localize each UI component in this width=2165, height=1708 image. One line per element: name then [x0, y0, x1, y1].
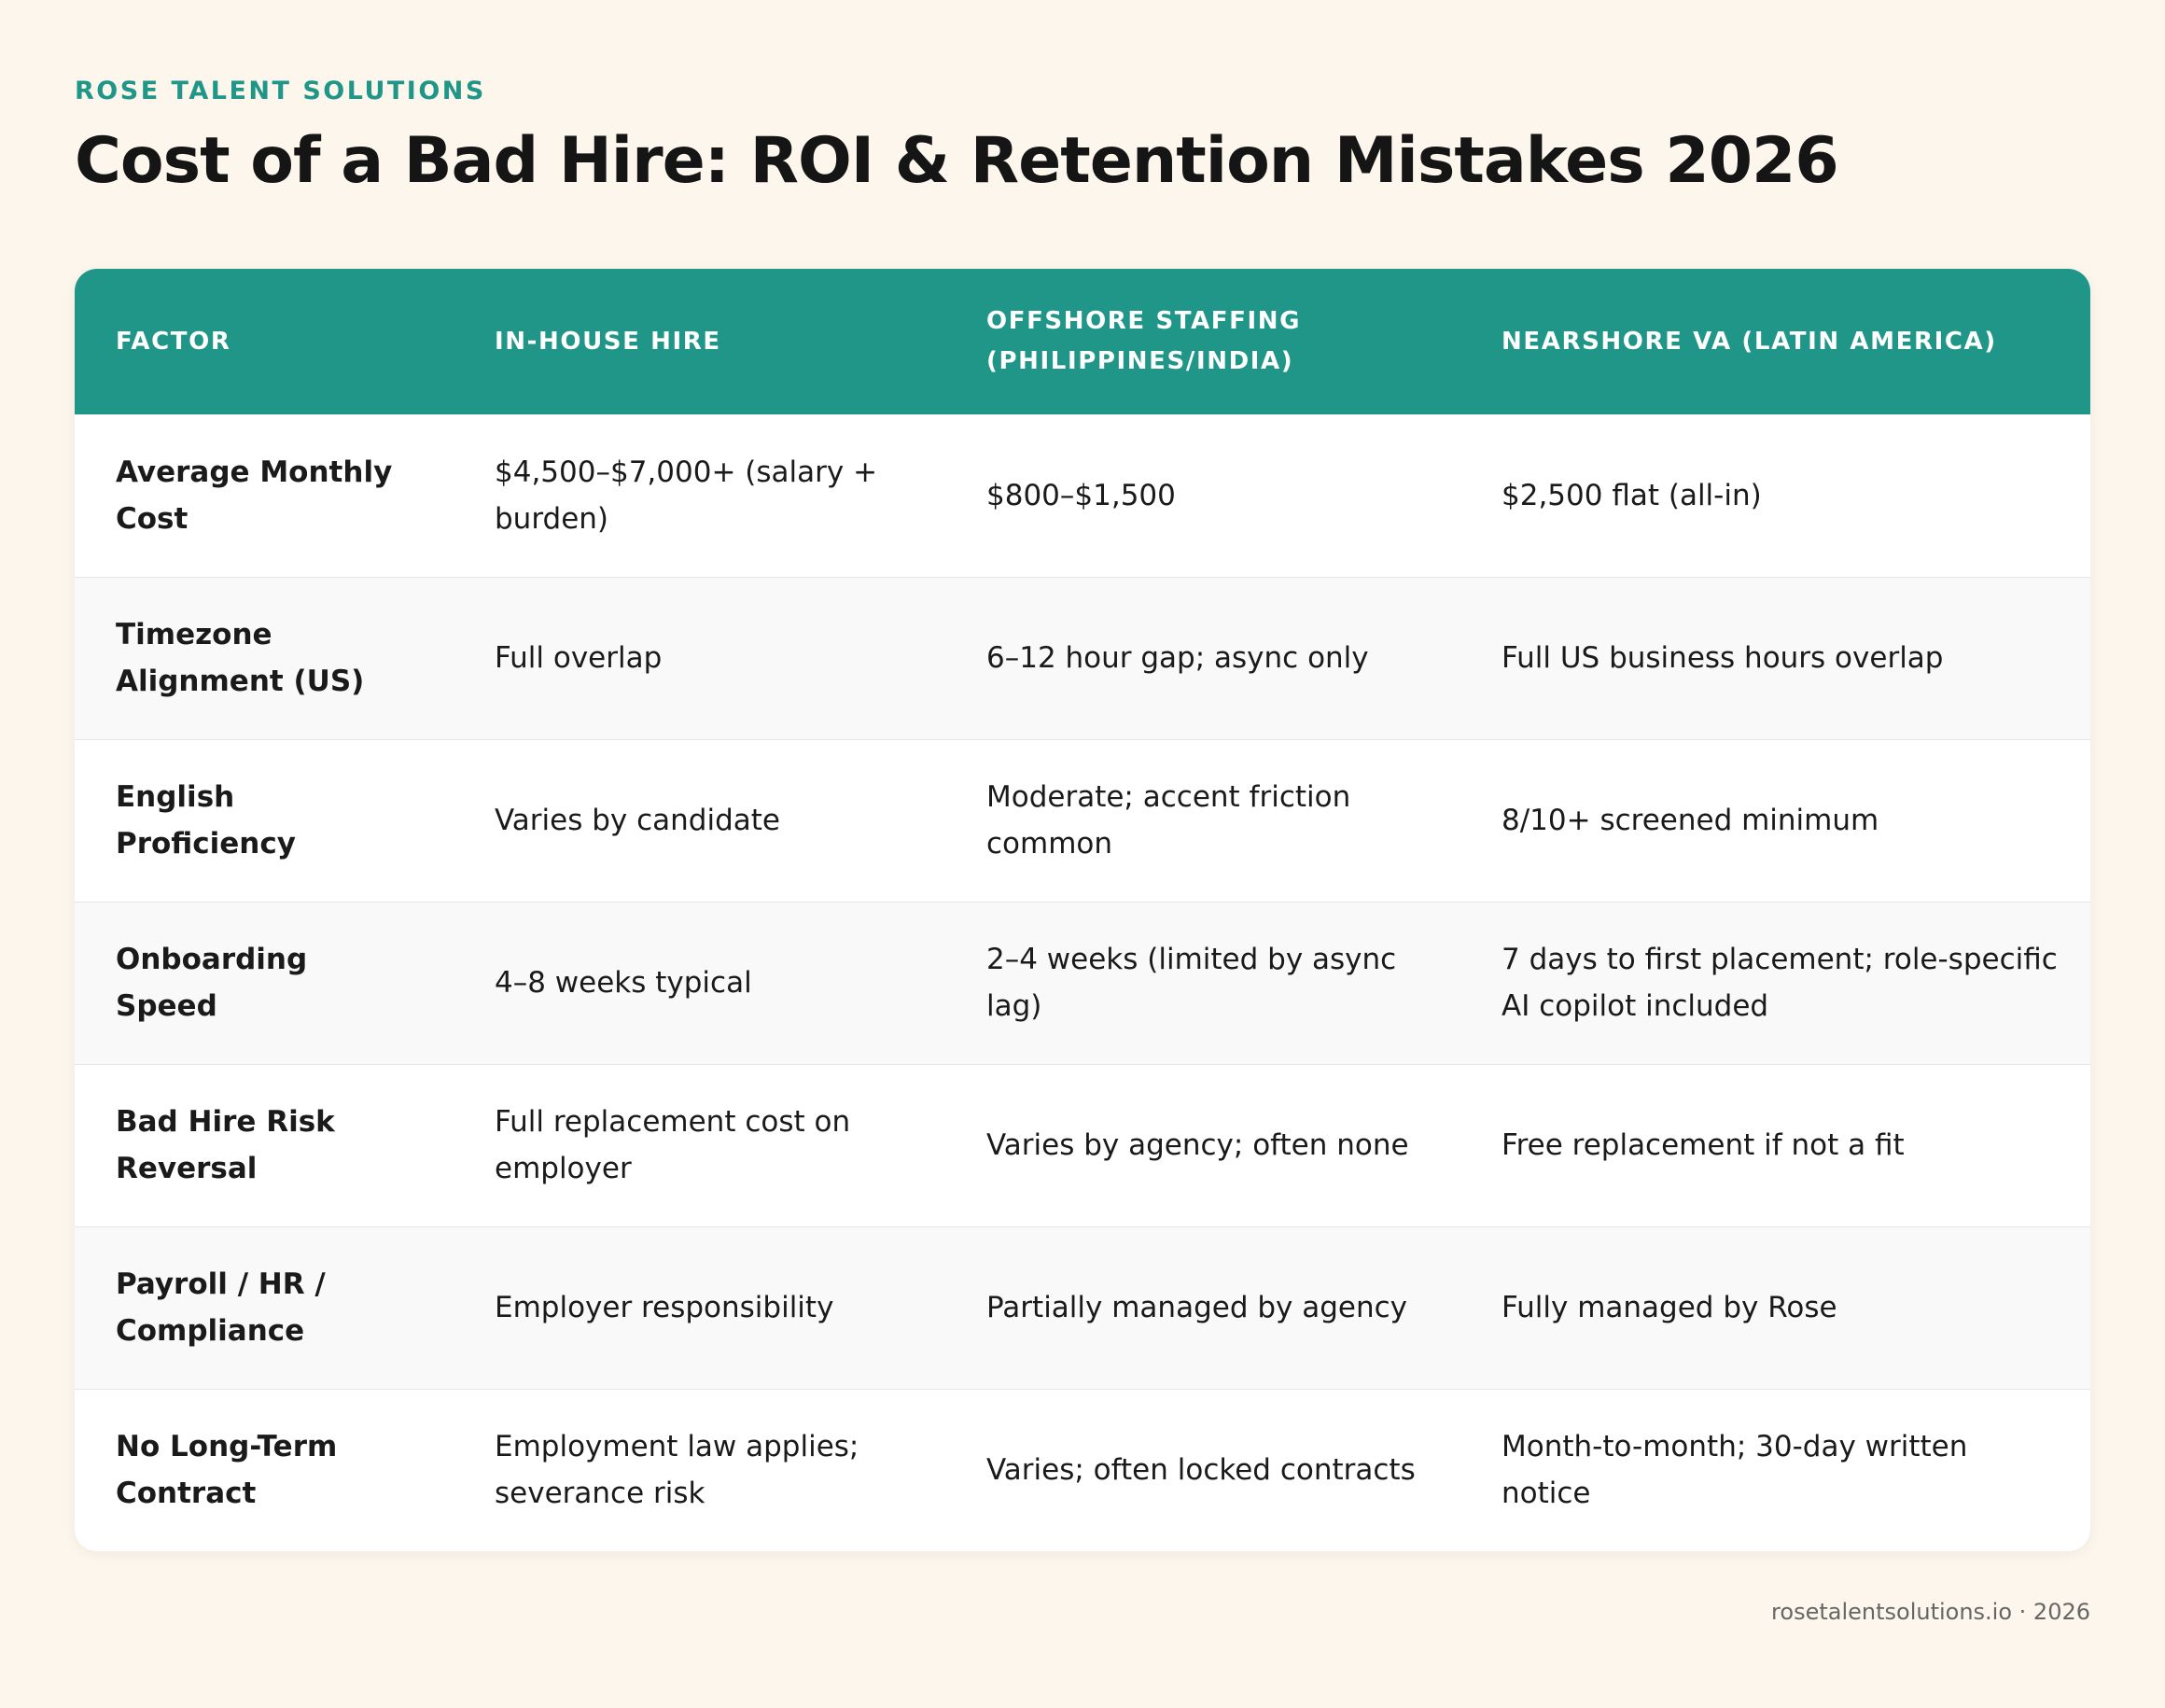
header-row: FACTOR IN-HOUSE HIRE OFFSHORE STAFFING (… [75, 269, 2090, 414]
in-house-cell: $4,500–$7,000+ (salary + burden) [495, 455, 878, 536]
in-house-cell: Employer responsibility [495, 1291, 834, 1324]
table-header: FACTOR IN-HOUSE HIRE OFFSHORE STAFFING (… [75, 269, 2090, 414]
offshore-cell: Varies; often locked contracts [986, 1453, 1416, 1488]
offshore-cell: $800–$1,500 [986, 478, 1176, 512]
factor-cell: Bad Hire Risk Reversal [116, 1105, 335, 1185]
table-row: English Proficiency Varies by candidate … [75, 739, 2090, 902]
factor-cell: Onboarding Speed [116, 943, 308, 1023]
table-row: No Long-Term Contract Employment law app… [75, 1389, 2090, 1551]
in-house-cell: Full replacement cost on employer [495, 1105, 851, 1185]
table-row: Bad Hire Risk Reversal Full replacement … [75, 1064, 2090, 1226]
factor-cell: English Proficiency [116, 780, 296, 861]
comparison-card: FACTOR IN-HOUSE HIRE OFFSHORE STAFFING (… [75, 269, 2090, 1551]
nearshore-cell: Full US business hours overlap [1502, 641, 1944, 675]
nearshore-cell: 8/10+ screened minimum [1502, 804, 1879, 837]
nearshore-cell: Free replacement if not a fit [1502, 1128, 1905, 1162]
in-house-cell: Varies by candidate [495, 804, 780, 837]
header-nearshore: NEARSHORE VA (LATIN AMERICA) [1502, 327, 1997, 356]
offshore-cell: 6–12 hour gap; async only [986, 641, 1369, 675]
table-row: Average Monthly Cost $4,500–$7,000+ (sal… [75, 414, 2090, 577]
header-offshore: OFFSHORE STAFFING (PHILIPPINES/INDIA) [986, 307, 1302, 375]
table-row: Payroll / HR / Compliance Employer respo… [75, 1226, 2090, 1389]
in-house-cell: 4–8 weeks typical [495, 966, 752, 1000]
offshore-cell: Varies by agency; often none [986, 1128, 1409, 1162]
page-title: Cost of a Bad Hire: ROI & Retention Mist… [75, 124, 1839, 198]
table-body: Average Monthly Cost $4,500–$7,000+ (sal… [75, 414, 2090, 1551]
footer-credit: rosetalentsolutions.io · 2026 [1771, 1599, 2090, 1625]
offshore-cell: Moderate; accent friction common [986, 780, 1351, 861]
offshore-cell: 2–4 weeks (limited by async lag) [986, 943, 1397, 1023]
factor-cell: Timezone Alignment (US) [116, 618, 365, 698]
header-in-house: IN-HOUSE HIRE [495, 327, 721, 356]
nearshore-cell: $2,500 flat (all-in) [1502, 478, 1762, 512]
table-row: Timezone Alignment (US) Full overlap 6–1… [75, 577, 2090, 739]
nearshore-cell: Month-to-month; 30-day written notice [1502, 1430, 1968, 1511]
brand-label: ROSE TALENT SOLUTIONS [75, 77, 486, 105]
comparison-table: FACTOR IN-HOUSE HIRE OFFSHORE STAFFING (… [75, 269, 2090, 1551]
in-house-cell: Full overlap [495, 641, 663, 675]
factor-cell: Payroll / HR / Compliance [116, 1267, 326, 1348]
table-row: Onboarding Speed 4–8 weeks typical 2–4 w… [75, 902, 2090, 1064]
factor-cell: Average Monthly Cost [116, 455, 393, 536]
nearshore-cell: 7 days to first placement; role-specific… [1502, 943, 2058, 1023]
nearshore-cell: Fully managed by Rose [1502, 1291, 1837, 1324]
offshore-cell: Partially managed by agency [986, 1291, 1408, 1324]
header-factor: FACTOR [116, 327, 231, 356]
factor-cell: No Long-Term Contract [116, 1430, 338, 1511]
in-house-cell: Employment law applies; severance risk [495, 1430, 859, 1511]
